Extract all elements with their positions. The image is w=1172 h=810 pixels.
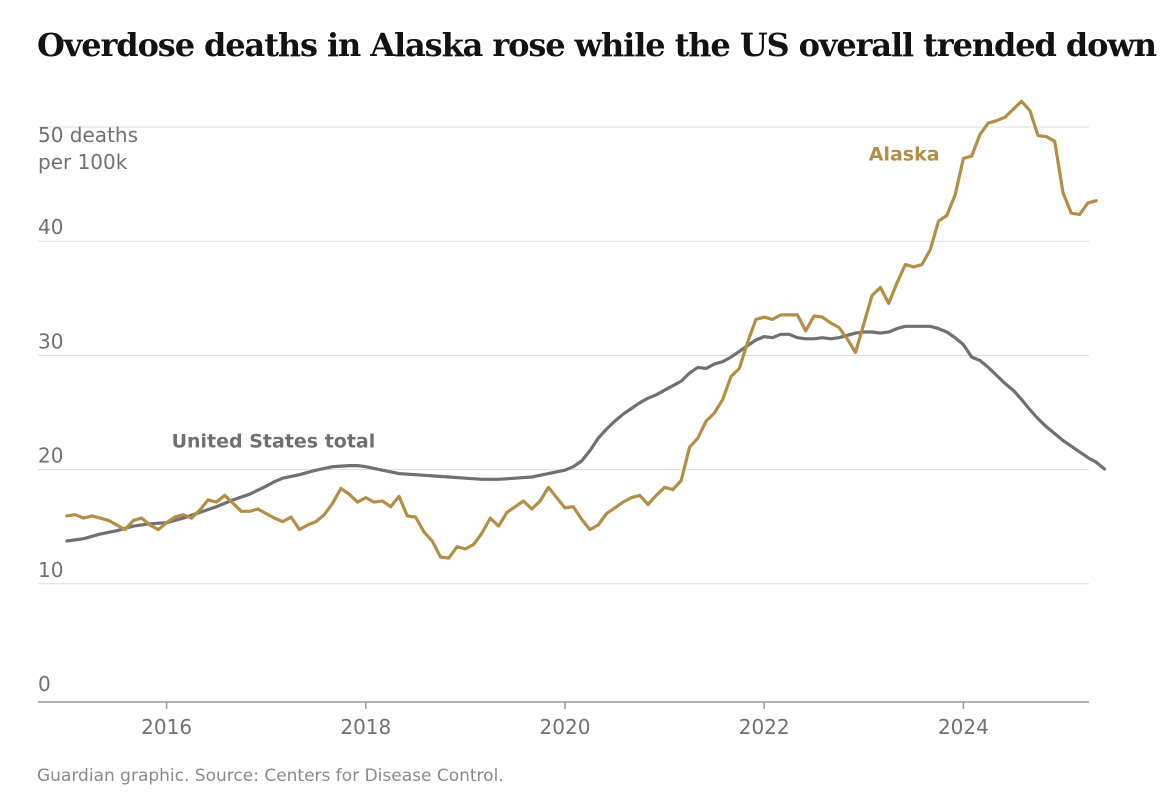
chart-title: Overdose deaths in Alaska rose while the… xyxy=(37,26,1157,64)
y-tick-label: 20 xyxy=(38,444,63,468)
series-lines xyxy=(65,99,1107,560)
x-tick-label: 2022 xyxy=(739,715,790,739)
y-tick-label: 30 xyxy=(38,329,63,353)
y-axis-ticks: 0 10 20 30 40 50 deaths per 100k xyxy=(38,123,138,696)
y-axis-label: 50 deaths per 100k xyxy=(38,123,138,174)
y-tick-label: 40 xyxy=(38,215,63,239)
series-labels: Alaska United States total xyxy=(172,144,940,453)
y-axis-label-line: 50 deaths xyxy=(38,123,138,147)
series-line-alaska xyxy=(65,99,1098,560)
x-tick-label: 2016 xyxy=(141,715,192,739)
y-tick-label: 10 xyxy=(38,558,63,582)
series-line-united-states-total xyxy=(65,324,1107,543)
series-label-alaska: Alaska xyxy=(869,144,940,166)
series-label-united-states-total: United States total xyxy=(172,430,376,452)
x-axis: 2016 2018 2020 2022 2024 xyxy=(38,701,1089,739)
y-tick-label: 0 xyxy=(38,672,51,696)
x-tick-label: 2018 xyxy=(340,715,391,739)
x-tick-label: 2024 xyxy=(938,715,989,739)
source-note: Guardian graphic. Source: Centers for Di… xyxy=(37,766,504,786)
x-tick-label: 2020 xyxy=(540,715,591,739)
y-axis-label-line: per 100k xyxy=(38,150,128,174)
